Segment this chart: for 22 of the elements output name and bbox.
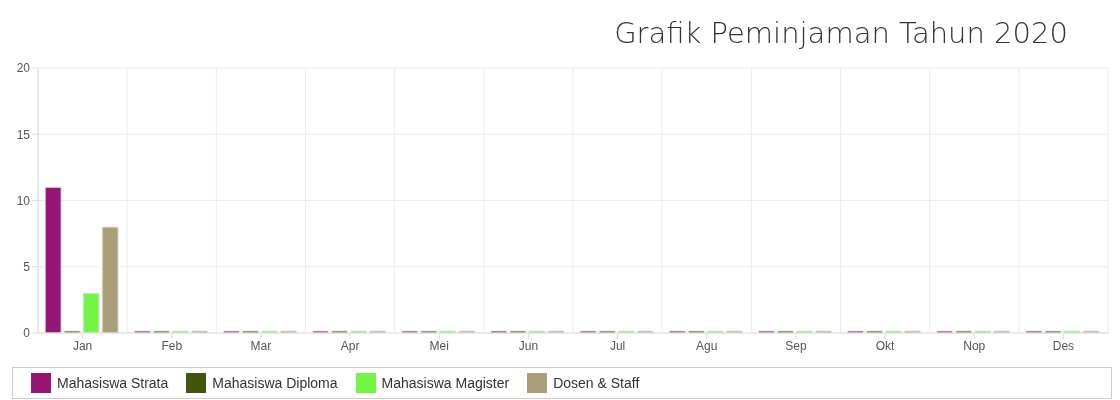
legend-label: Mahasiswa Strata [57, 375, 169, 391]
x-tick-label: Feb [161, 338, 183, 353]
y-tick-label: 10 [16, 193, 31, 208]
x-tick-label: Nop [963, 338, 986, 353]
x-tick-label: Apr [340, 338, 360, 353]
y-tick-label: 20 [16, 61, 31, 76]
y-tick-label: 5 [23, 260, 31, 275]
x-tick-label: Mar [250, 338, 272, 353]
x-tick-label: Sep [785, 338, 807, 353]
legend-label: Mahasiswa Diploma [212, 375, 338, 391]
y-tick-label: 15 [16, 127, 31, 142]
legend-label: Dosen & Staff [553, 375, 640, 391]
x-tick-label: Jun [518, 338, 539, 353]
x-tick-label: Agu [696, 338, 718, 353]
x-tick-label: Mei [429, 338, 449, 353]
x-tick-label: Okt [875, 338, 896, 353]
x-tick-label: Jul [609, 338, 626, 353]
chart-title: Grafik Peminjaman Tahun 2020 [613, 16, 1069, 50]
x-tick-label: Jan [72, 338, 93, 353]
y-tick-label: 0 [23, 326, 31, 341]
x-tick-label: Des [1052, 338, 1075, 353]
legend-label: Mahasiswa Magister [381, 375, 510, 391]
